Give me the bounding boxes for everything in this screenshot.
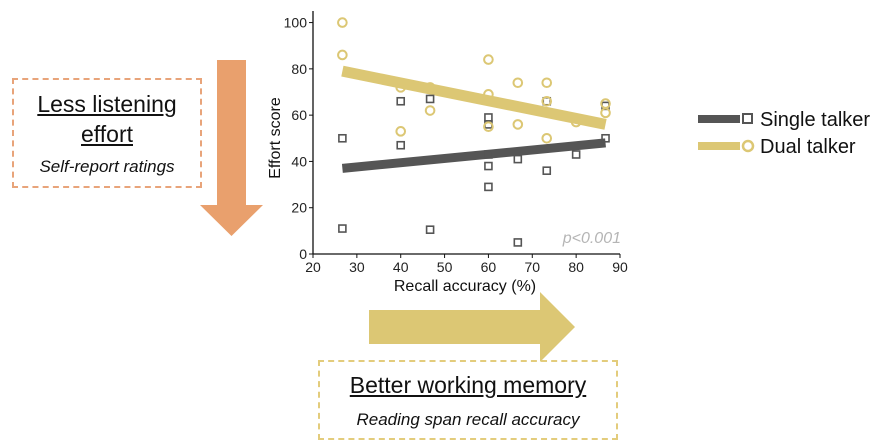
left-box-title-line1: Less listening: [37, 91, 177, 117]
single-talker-point: [484, 182, 493, 192]
dual-talker-point: [600, 107, 611, 119]
dual-talker-point: [395, 82, 407, 93]
single-talker-point: [601, 133, 610, 143]
x-tick-label: 60: [481, 259, 497, 275]
x-tick-label: 90: [612, 259, 628, 275]
bottom-box-title: Better working memory: [349, 372, 587, 398]
single-talker-point: [513, 154, 523, 164]
dual-talker-point: [337, 17, 348, 28]
y-tick-label: 100: [284, 15, 308, 31]
bottom-box-subtitle: Reading span recall accuracy: [356, 410, 580, 429]
single-talker-point: [338, 224, 347, 233]
x-tick-label: 30: [349, 259, 365, 275]
single-talker-point: [396, 140, 406, 150]
left-box-title-line2: effort: [81, 121, 133, 147]
dual-talker-point: [512, 119, 524, 130]
data-points: [337, 17, 611, 247]
dual-talker-point: [424, 105, 436, 116]
legend-marker-dual: [741, 139, 755, 153]
y-tick-label: 0: [299, 246, 307, 262]
single-talker-point: [484, 161, 493, 171]
right-arrow: [369, 292, 575, 362]
x-tick-label: 80: [568, 259, 584, 275]
dual-talker-point: [570, 116, 582, 128]
y-tick-label: 20: [291, 200, 307, 216]
left-box-title: Less listening effort: [14, 89, 200, 149]
legend-label-dual: Dual talker: [760, 136, 856, 158]
x-axis-title: Recall accuracy (%): [394, 278, 536, 295]
legend-marker-single: [742, 113, 753, 124]
dual-talker-point: [541, 132, 553, 144]
dual-talker-point: [395, 126, 407, 137]
p-value-annotation: p<0.001: [562, 230, 621, 247]
trend-line-dual: [341, 65, 607, 130]
dual-talker-point: [337, 49, 348, 61]
x-tick-label: 70: [524, 259, 540, 275]
single-talker-point: [396, 96, 406, 106]
dual-talker-point: [483, 54, 494, 65]
dual-talker-point: [541, 95, 553, 107]
dual-talker-point: [512, 77, 524, 89]
x-tick-label: 40: [393, 259, 409, 275]
dual-talker-point: [483, 89, 494, 100]
left-text-box: Less listening effort Self-report rating…: [12, 78, 202, 188]
single-talker-point: [425, 94, 435, 104]
single-talker-point: [484, 150, 493, 159]
single-talker-point: [542, 166, 552, 175]
dual-talker-point: [483, 121, 494, 133]
single-talker-point: [338, 133, 347, 143]
left-box-subtitle: Self-report ratings: [39, 157, 175, 176]
y-axis-title: Effort score: [267, 97, 284, 179]
trend-lines: [341, 65, 607, 173]
x-tick-label: 20: [305, 259, 321, 275]
bottom-text-box: Better working memory Reading span recal…: [318, 360, 618, 440]
legend: Single talker Dual talker: [698, 109, 870, 158]
trend-line-single: [341, 138, 606, 173]
down-arrow: [200, 60, 263, 236]
single-talker-point: [425, 225, 435, 234]
dual-talker-point: [541, 77, 553, 89]
single-talker-point: [571, 150, 581, 159]
y-tick-label: 80: [291, 61, 307, 77]
x-tick-label: 50: [437, 259, 453, 275]
legend-label-single: Single talker: [760, 109, 870, 131]
y-tick-label: 60: [291, 107, 307, 123]
single-talker-point: [513, 238, 523, 247]
single-talker-point: [484, 113, 493, 122]
y-tick-label: 40: [291, 153, 307, 169]
dual-talker-point: [424, 82, 436, 93]
